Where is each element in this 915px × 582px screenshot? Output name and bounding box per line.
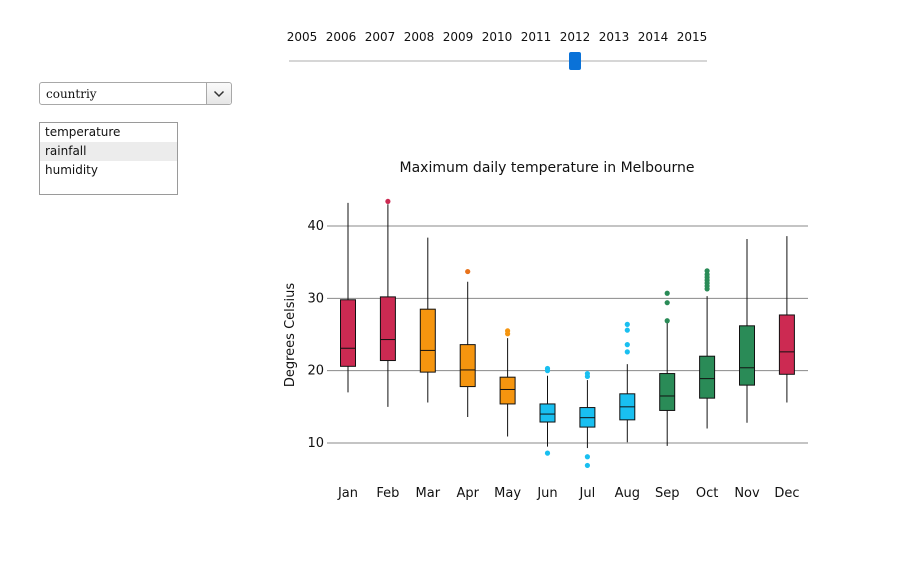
outlier-point-may-1 — [505, 328, 511, 334]
x-tick-label-jul: Jul — [579, 486, 596, 501]
iqr-box-mar — [419, 308, 436, 373]
year-labels: 2005 2006 2007 2008 2009 2010 2011 2012 2013 2014… — [286, 30, 718, 46]
outlier-point-jun-1 — [544, 365, 551, 372]
year-label-2011: 2011 — [520, 30, 552, 44]
year-label-2007: 2007 — [364, 30, 396, 44]
year-label-2014: 2014 — [637, 30, 669, 44]
x-tick-label-jan: Jan — [337, 486, 358, 501]
y-tick-label-40: 40 — [307, 219, 324, 234]
outlier-point-feb-0 — [385, 198, 391, 205]
x-tick-label-dec: Dec — [774, 486, 799, 501]
y-axis-ticks: 10 20 30 40 — [307, 219, 324, 451]
box-apr — [459, 268, 476, 417]
box-oct — [699, 268, 716, 429]
y-tick-label-10: 10 — [307, 436, 324, 451]
x-tick-label-feb: Feb — [376, 486, 399, 501]
y-axis-label: Degrees Celsius — [283, 283, 298, 388]
box-may — [499, 328, 516, 437]
chart-title: Maximum daily temperature in Melbourne — [400, 160, 695, 176]
iqr-box-sep — [659, 373, 676, 411]
x-axis-ticks: Jan Feb Mar Apr May Jun Jul Aug Sep Oct Nov Dec — [337, 486, 800, 501]
outlier-point-oct-6 — [704, 268, 710, 274]
box-feb — [379, 198, 396, 407]
iqr-box-may — [499, 376, 516, 405]
year-label-2015: 2015 — [676, 30, 708, 44]
outlier-point-aug-2 — [624, 327, 630, 333]
year-label-2005: 2005 — [286, 30, 318, 44]
year-label-2008: 2008 — [403, 30, 435, 44]
box-jul — [579, 370, 596, 469]
outlier-point-oct-5 — [704, 271, 710, 278]
outlier-point-aug-1 — [624, 342, 630, 348]
metric-option-rainfall[interactable]: rainfall — [40, 142, 177, 161]
box-jan — [340, 202, 356, 393]
year-label-2006: 2006 — [325, 30, 357, 44]
iqr-box-nov — [739, 325, 755, 386]
outlier-point-sep-0 — [664, 300, 670, 306]
outlier-point-aug-0 — [624, 349, 630, 355]
iqr-box-dec — [778, 314, 795, 375]
box-aug — [619, 321, 636, 443]
year-slider-track[interactable] — [289, 60, 707, 62]
outlier-point-sep-1 — [664, 290, 670, 296]
x-tick-label-aug: Aug — [615, 486, 640, 501]
country-select[interactable]: countriy — [39, 82, 232, 105]
chevron-down-icon — [213, 90, 225, 97]
iqr-box-jun — [539, 403, 556, 423]
metric-listbox[interactable]: temperature rainfall humidity — [39, 122, 178, 195]
box-dec — [778, 236, 795, 403]
metric-option-humidity[interactable]: humidity — [45, 163, 98, 177]
x-tick-label-jun: Jun — [536, 486, 557, 501]
iqr-box-jan — [340, 299, 356, 367]
outlier-point-sep-2 — [664, 318, 670, 324]
year-label-2013: 2013 — [598, 30, 630, 44]
outlier-point-aug-3 — [624, 321, 630, 327]
iqr-box-apr — [459, 344, 476, 388]
x-tick-label-sep: Sep — [655, 486, 680, 501]
x-tick-label-oct: Oct — [696, 486, 718, 501]
year-label-2009: 2009 — [442, 30, 474, 44]
box-series — [340, 198, 795, 469]
x-tick-label-nov: Nov — [734, 486, 760, 501]
year-label-2010: 2010 — [481, 30, 513, 44]
country-select-value: countriy — [46, 87, 97, 101]
box-sep — [659, 290, 676, 446]
y-tick-label-30: 30 — [307, 291, 324, 306]
x-tick-label-mar: Mar — [416, 486, 441, 501]
outlier-point-apr-0 — [465, 268, 471, 275]
country-select-button[interactable] — [206, 83, 231, 104]
box-nov — [739, 239, 755, 423]
x-tick-label-apr: Apr — [456, 486, 479, 501]
iqr-box-oct — [699, 355, 716, 399]
year-label-2012: 2012 — [559, 30, 591, 44]
iqr-box-feb — [379, 296, 396, 362]
box-mar — [419, 237, 436, 403]
year-slider-handle[interactable] — [569, 52, 581, 70]
y-tick-label-20: 20 — [307, 364, 324, 379]
grid-lines — [327, 225, 808, 444]
outlier-point-jul-1 — [584, 370, 591, 377]
outlier-point-jul-2 — [584, 454, 591, 460]
box-jun — [539, 365, 556, 456]
x-tick-label-may: May — [494, 486, 521, 501]
metric-option-temperature[interactable]: temperature — [45, 125, 121, 139]
outlier-point-jul-3 — [584, 462, 591, 469]
outlier-point-jun-2 — [544, 450, 551, 456]
